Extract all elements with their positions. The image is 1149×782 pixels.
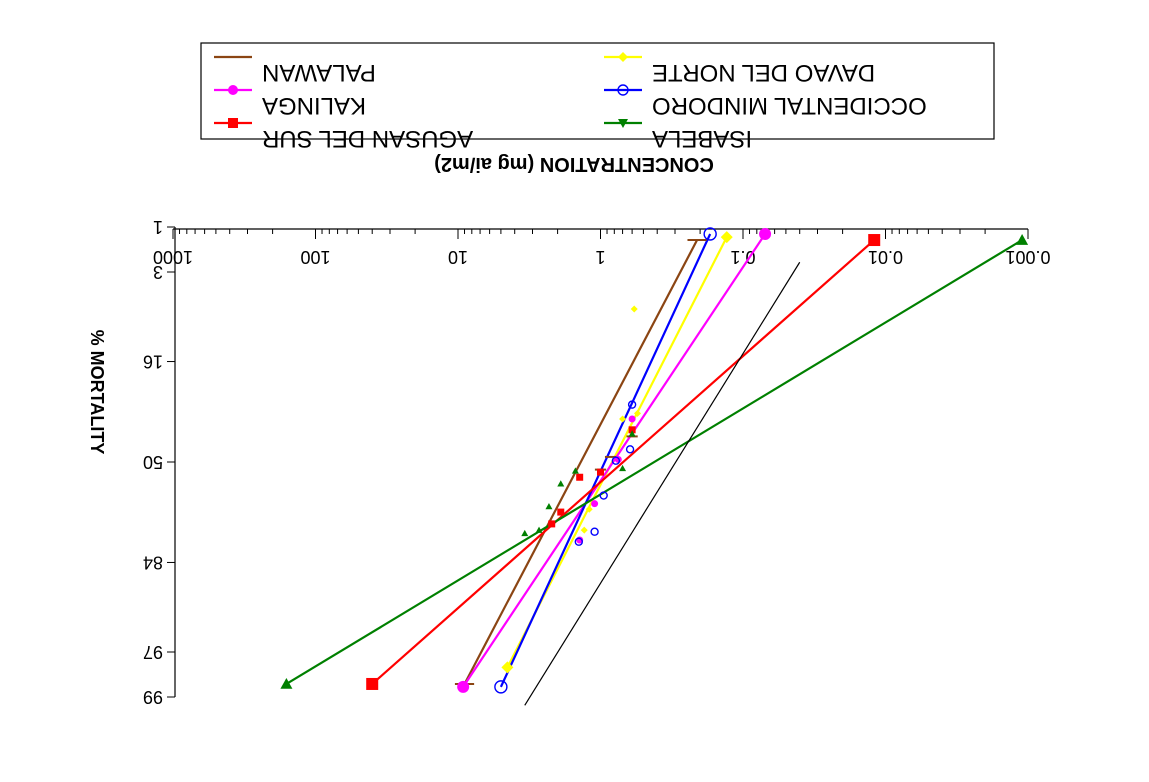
data-point-isabela: [557, 480, 565, 487]
series-line-agusan-del-sur: [371, 239, 875, 685]
data-point-occidental-mindoro: [590, 527, 599, 536]
legend-item-palawan: PALAWAN: [214, 55, 376, 86]
y-tick-label: 50: [143, 452, 163, 472]
legend-swatch-marker: [617, 84, 629, 96]
legend-item-agusan-del-sur: AGUSAN DEL SUR: [214, 118, 473, 152]
legend-label: ISABELA: [652, 125, 752, 152]
data-point-kalinga: [759, 227, 772, 240]
data-point-kalinga: [591, 500, 599, 508]
data-point-isabela: [280, 677, 293, 689]
series-line-occidental-mindoro: [499, 233, 712, 688]
legend-item-kalinga: KALINGA: [214, 85, 366, 119]
x-tick-label: 1000: [153, 247, 193, 267]
plot-rotated-group: 0.001 0.01 0.1 1 10 100 1000 1 3 16 50 84 97 99 CONCE…: [87, 153, 1051, 707]
legend: PALAWAN DAVAO DEL NORTE KALINGA OCCIDENTAL …: [200, 42, 995, 152]
x-tick-label: 0.01: [868, 247, 903, 267]
y-tick-label: 16: [143, 352, 163, 372]
series-line-kalinga: [462, 233, 766, 688]
x-axis-title: CONCENTRATION (mg ai/m2): [434, 153, 714, 175]
data-point-agusan-del-sur: [366, 677, 379, 690]
series-line-isabela: [285, 239, 1023, 685]
data-point-isabela: [545, 502, 553, 510]
data-point-agusan-del-sur: [597, 468, 604, 476]
legend-swatch-marker: [228, 118, 238, 128]
data-point-occidental-mindoro: [494, 680, 508, 694]
legend-label: DAVAO DEL NORTE: [652, 59, 875, 86]
data-point-agusan-del-sur: [628, 426, 636, 434]
data-point-isabela: [535, 526, 543, 533]
legend-item-davao-del-norte: DAVAO DEL NORTE: [604, 52, 875, 86]
x-tick-label: 0.1: [730, 247, 755, 267]
data-point-agusan-del-sur: [548, 520, 556, 528]
data-point-davao-del-norte: [630, 305, 638, 313]
data-point-occidental-mindoro: [574, 537, 583, 546]
x-tick-label: 0.001: [1005, 247, 1050, 267]
data-point-davao-del-norte: [720, 231, 733, 244]
legend-label: OCCIDENTAL MINDORO: [652, 92, 927, 119]
legend-label: PALAWAN: [262, 59, 376, 86]
data-point-agusan-del-sur: [557, 508, 565, 516]
data-point-davao-del-norte: [580, 526, 588, 534]
legend-label: KALINGA: [262, 92, 366, 119]
y-tick-label: 99: [143, 687, 163, 707]
legend-swatch-marker: [228, 85, 238, 95]
x-tick-label: 1: [595, 247, 605, 267]
y-tick-label: 1: [153, 217, 163, 237]
data-point-kalinga: [628, 415, 636, 423]
data-point-isabela: [628, 430, 636, 437]
legend-swatch-marker: [618, 119, 628, 128]
y-tick-label: 84: [143, 552, 163, 572]
y-tick-label: 97: [143, 642, 163, 662]
data-point-davao-del-norte: [585, 505, 593, 513]
data-point-kalinga: [457, 680, 470, 693]
x-tick-label: 10: [448, 247, 468, 267]
data-point-davao-del-norte: [619, 415, 627, 423]
data-point-isabela: [521, 529, 529, 537]
legend-box: [200, 42, 995, 140]
data-point-isabela: [619, 464, 627, 472]
legend-item-occidental-mindoro: OCCIDENTAL MINDORO: [604, 84, 927, 119]
series-line-palawan: [463, 239, 699, 685]
x-tick-label: 100: [300, 247, 330, 267]
data-point-occidental-mindoro: [627, 400, 637, 409]
data-point-isabela: [1016, 234, 1029, 245]
legend-label: AGUSAN DEL SUR: [262, 125, 473, 152]
data-point-agusan-del-sur: [868, 234, 881, 247]
data-point-occidental-mindoro: [625, 445, 635, 454]
data-point-davao-del-norte: [633, 409, 641, 417]
data-point-occidental-mindoro: [599, 491, 608, 500]
y-tick-label: 3: [153, 262, 163, 282]
legend-swatch-marker: [618, 52, 628, 62]
reference-line: [524, 261, 801, 706]
data-point-occidental-mindoro: [703, 227, 717, 241]
data-point-agusan-del-sur: [576, 473, 584, 481]
legend-item-isabela: ISABELA: [604, 119, 752, 152]
data-point-isabela: [571, 467, 579, 474]
data-point-occidental-mindoro: [611, 456, 621, 465]
y-axis-title: % MORTALITY: [87, 330, 107, 455]
data-point-davao-del-norte: [501, 661, 514, 674]
